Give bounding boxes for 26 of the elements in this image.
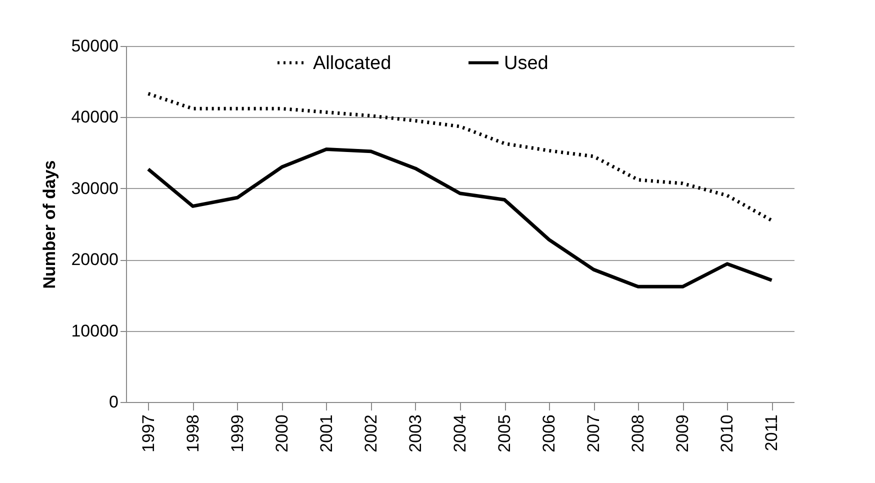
x-tick-label: 1998 <box>183 414 202 452</box>
y-tick-label: 30000 <box>71 178 118 198</box>
x-tick-label: 2003 <box>406 414 425 452</box>
x-tick-label: 2009 <box>673 414 692 452</box>
x-tick-label: 2006 <box>540 414 559 452</box>
y-tick-label: 50000 <box>71 36 118 56</box>
x-tick-label: 2000 <box>272 414 292 452</box>
x-tick-label: 2011 <box>762 414 782 452</box>
y-tick-label: 20000 <box>71 250 118 270</box>
line-series <box>146 92 774 222</box>
x-tick-label: 2004 <box>450 414 470 452</box>
legend-label: Allocated <box>313 52 392 74</box>
legend-label: Used <box>504 52 548 74</box>
x-tick-label: 1997 <box>138 414 158 452</box>
x-tick-label: 2008 <box>628 414 648 452</box>
x-tick-label: 2005 <box>495 414 514 452</box>
y-tick-label: 40000 <box>71 108 118 127</box>
x-tick-label: 2010 <box>718 414 737 452</box>
x-tick-label: 1999 <box>228 414 247 452</box>
x-tick-label: 2002 <box>361 414 380 452</box>
x-tick-label: 2007 <box>584 414 604 452</box>
y-tick-label: 10000 <box>71 321 118 340</box>
x-tick-label: 2001 <box>316 414 336 452</box>
y-tick-label: 0 <box>109 392 118 412</box>
line-series <box>146 147 774 288</box>
y-axis-title: Number of days <box>40 160 60 289</box>
